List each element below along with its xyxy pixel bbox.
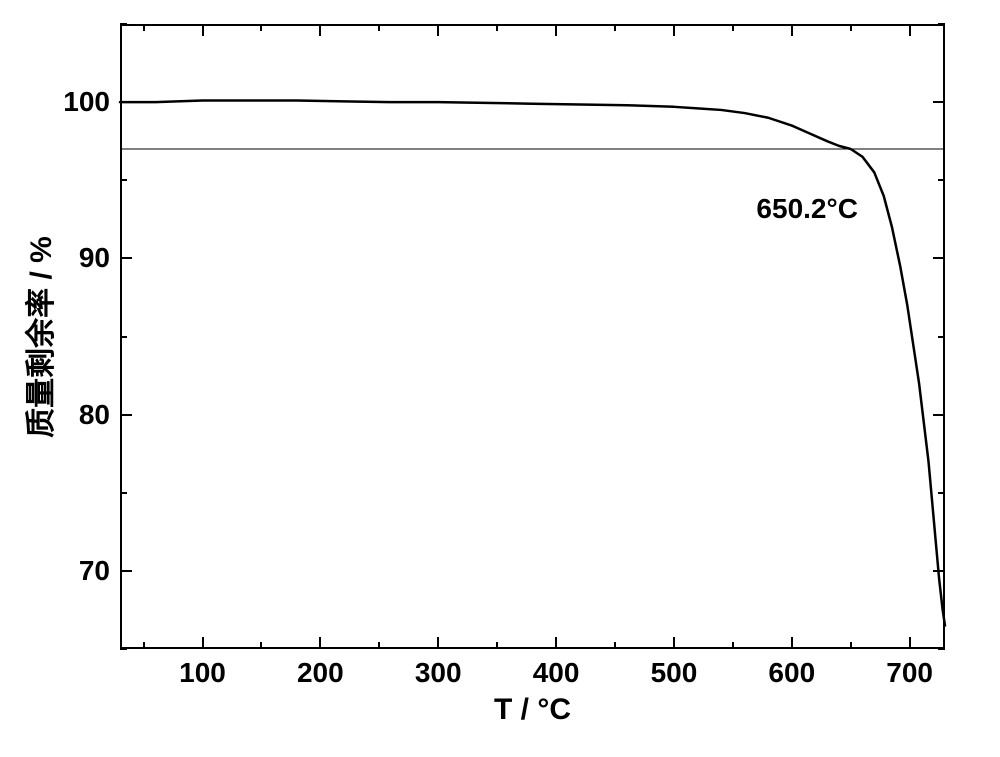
y-tick-minor-right — [938, 179, 945, 181]
x-tick-major-top — [673, 24, 675, 36]
y-tick-minor-right — [938, 23, 945, 25]
x-tick-label: 700 — [886, 657, 933, 689]
x-tick-major-top — [909, 24, 911, 36]
x-tick-minor-top — [732, 24, 734, 31]
y-tick-major-right — [933, 257, 945, 259]
x-tick-minor-top — [614, 24, 616, 31]
y-tick-label: 80 — [79, 399, 110, 431]
x-tick-minor — [496, 642, 498, 649]
x-tick-label: 500 — [651, 657, 698, 689]
y-tick-major — [120, 101, 132, 103]
y-tick-label: 100 — [63, 86, 110, 118]
x-tick-major-top — [791, 24, 793, 36]
x-tick-major — [673, 637, 675, 649]
x-tick-minor-top — [260, 24, 262, 31]
x-tick-minor — [850, 642, 852, 649]
annotation-650c: 650.2°C — [756, 193, 858, 225]
x-tick-major — [319, 637, 321, 649]
y-tick-minor-right — [938, 648, 945, 650]
x-tick-major — [437, 637, 439, 649]
x-tick-minor-top — [378, 24, 380, 31]
x-tick-label: 400 — [533, 657, 580, 689]
x-tick-major-top — [555, 24, 557, 36]
x-tick-major-top — [437, 24, 439, 36]
y-tick-major — [120, 414, 132, 416]
x-tick-label: 600 — [768, 657, 815, 689]
x-tick-minor — [732, 642, 734, 649]
y-axis-label: 质量剩余率 / % — [16, 236, 60, 438]
x-axis-label: T / °C — [494, 693, 571, 727]
y-tick-minor-right — [938, 492, 945, 494]
x-tick-minor — [614, 642, 616, 649]
x-tick-major-top — [319, 24, 321, 36]
x-tick-major — [555, 637, 557, 649]
y-tick-label: 90 — [79, 242, 110, 274]
tga-chart: 100 200 300 400 500 600 700 70 80 90 100 T / °C 质量… — [0, 0, 1000, 757]
y-tick-minor — [120, 336, 127, 338]
x-tick-minor — [143, 642, 145, 649]
y-tick-major-right — [933, 414, 945, 416]
x-tick-minor-top — [496, 24, 498, 31]
x-tick-label: 100 — [179, 657, 226, 689]
y-tick-minor-right — [938, 336, 945, 338]
x-tick-minor-top — [850, 24, 852, 31]
y-tick-major — [120, 570, 132, 572]
x-tick-minor — [378, 642, 380, 649]
y-tick-label: 70 — [79, 555, 110, 587]
x-tick-major-top — [202, 24, 204, 36]
x-tick-label: 300 — [415, 657, 462, 689]
y-tick-minor — [120, 648, 127, 650]
y-tick-major-right — [933, 101, 945, 103]
y-tick-minor — [120, 23, 127, 25]
x-tick-major — [909, 637, 911, 649]
y-tick-major-right — [933, 570, 945, 572]
x-tick-major — [202, 637, 204, 649]
x-tick-minor — [260, 642, 262, 649]
data-series — [120, 101, 945, 626]
y-tick-minor — [120, 179, 127, 181]
x-tick-major — [791, 637, 793, 649]
y-tick-major — [120, 257, 132, 259]
x-tick-label: 200 — [297, 657, 344, 689]
y-tick-minor — [120, 492, 127, 494]
x-tick-minor-top — [143, 24, 145, 31]
